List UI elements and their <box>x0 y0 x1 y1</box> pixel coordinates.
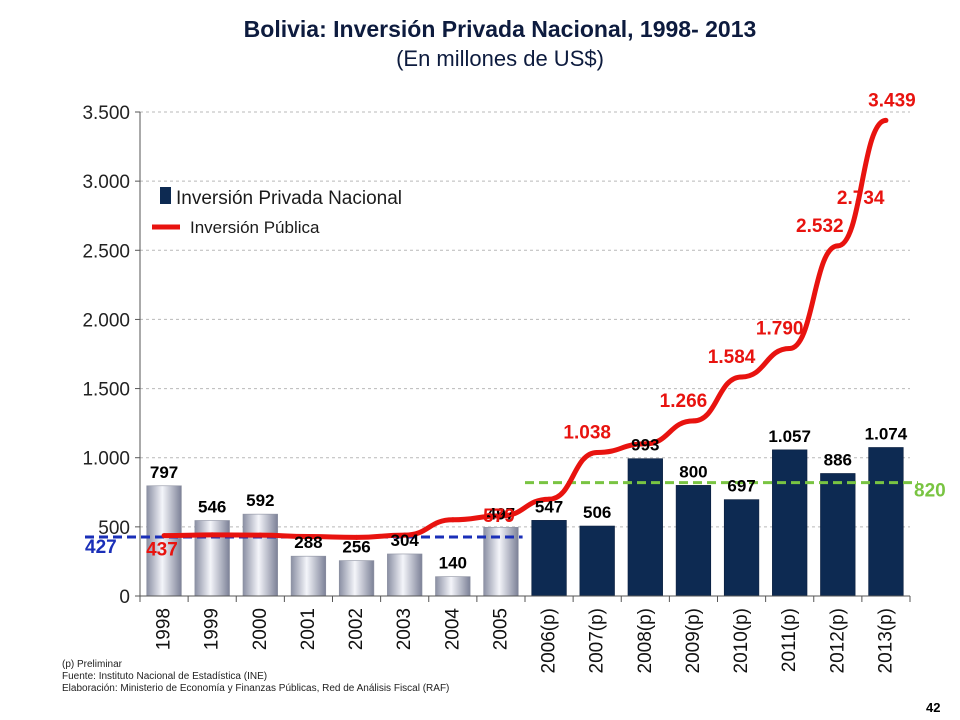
bar-value-label: 697 <box>727 477 755 496</box>
x-tick-label: 2004 <box>442 608 463 651</box>
line-point <box>594 449 600 455</box>
line-point <box>354 534 360 540</box>
line-point <box>690 418 696 424</box>
bar <box>675 485 712 597</box>
bar-value-label: 497 <box>487 504 515 523</box>
line-value-label: 2.532 <box>796 216 844 237</box>
legend-label-public: Inversión Pública <box>190 218 320 237</box>
y-tick-label: 500 <box>98 518 130 539</box>
x-tick-label: 2002 <box>346 608 367 650</box>
line-value-label: 1.038 <box>563 422 611 443</box>
footnote-source: Fuente: Instituto Nacional de Estadístic… <box>62 671 268 682</box>
line-value-label: 579 <box>483 506 515 527</box>
bar-value-label: 546 <box>198 497 226 516</box>
x-tick-label: 2000 <box>250 608 271 650</box>
bar <box>579 525 615 597</box>
line-value-label: 2.734 <box>837 188 885 209</box>
y-tick-label: 3.500 <box>82 103 130 124</box>
x-tick-label: 2003 <box>394 608 415 650</box>
line-point <box>257 532 263 538</box>
bar <box>338 560 375 597</box>
x-tick-label: 1998 <box>154 608 175 650</box>
bar <box>387 553 423 597</box>
footnote-preliminary: (p) Preliminar <box>62 659 123 670</box>
bar <box>772 449 808 597</box>
x-tick-label: 2005 <box>490 608 511 650</box>
x-tick-label: 2001 <box>298 608 319 650</box>
line-value-label: 3.439 <box>868 90 916 111</box>
bar-value-label: 547 <box>535 497 563 516</box>
page-number: 42 <box>926 700 941 715</box>
y-tick-label: 1.000 <box>82 449 130 470</box>
line-point <box>739 374 745 380</box>
x-tick-label: 2006(p) <box>539 608 560 674</box>
line-point <box>835 243 841 249</box>
bar <box>531 520 567 597</box>
bar <box>483 526 519 597</box>
bar-value-label: 1.057 <box>768 427 811 446</box>
x-tick-label: 2012(p) <box>827 608 848 674</box>
bar <box>146 485 182 597</box>
line-point <box>787 345 793 351</box>
line-point <box>883 117 889 123</box>
bar-value-label: 592 <box>246 491 274 510</box>
bar-value-label: 993 <box>631 436 659 455</box>
series-line-inversion-publica <box>164 117 887 540</box>
bar <box>242 513 278 597</box>
bar-value-label: 304 <box>391 531 420 550</box>
chart-title: Bolivia: Inversión Privada Nacional, 199… <box>243 16 757 42</box>
x-tick-label: 2010(p) <box>731 608 752 674</box>
y-tick-label: 1.500 <box>82 380 130 401</box>
legend: Inversión Privada Nacional Inversión Púb… <box>152 187 402 237</box>
bar-value-label: 140 <box>439 554 467 573</box>
label-layer: 797 546 592 288 256 304 140 497 547 506 993 800 697 1… <box>85 90 946 572</box>
line-point <box>642 441 648 447</box>
bar <box>194 520 230 597</box>
axis-layer: 0 500 1.000 1.500 2.000 2.500 3.000 3.500 1998 19… <box>82 103 911 674</box>
reference-line-label: 820 <box>914 481 946 502</box>
bar-value-label: 506 <box>583 503 611 522</box>
reference-line-label: 427 <box>85 537 117 558</box>
bar-value-label: 288 <box>294 533 322 552</box>
x-tick-label: 2013(p) <box>875 608 896 674</box>
bar <box>723 499 760 597</box>
footnote-elaboration: Elaboración: Ministerio de Economía y Fi… <box>62 683 450 694</box>
bar <box>868 447 904 597</box>
y-tick-label: 0 <box>119 587 130 608</box>
bar-value-label: 800 <box>679 462 707 481</box>
y-tick-label: 2.000 <box>82 310 130 331</box>
line-layer <box>161 117 889 540</box>
x-tick-label: 2011(p) <box>779 608 800 672</box>
bar-value-label: 886 <box>824 450 852 469</box>
y-tick-label: 2.500 <box>82 241 130 262</box>
bar-value-label: 797 <box>150 463 178 482</box>
line-value-label: 437 <box>146 540 178 561</box>
x-tick-label: 2007(p) <box>587 608 608 674</box>
line-value-label: 1.266 <box>660 391 708 412</box>
line-point <box>498 513 504 519</box>
line-point <box>305 534 311 540</box>
bar-layer <box>146 447 904 597</box>
x-tick-label: 1999 <box>202 608 223 650</box>
legend-label-private: Inversión Privada Nacional <box>176 188 402 209</box>
line-value-label: 1.790 <box>756 318 804 339</box>
x-tick-label: 2009(p) <box>683 608 704 674</box>
bar-value-label: 1.074 <box>865 424 908 443</box>
y-tick-label: 3.000 <box>82 172 130 193</box>
chart-subtitle: (En millones de US$) <box>396 46 604 71</box>
bar <box>820 473 856 597</box>
x-tick-label: 2008(p) <box>635 608 656 674</box>
line-point <box>402 532 408 538</box>
legend-swatch-private <box>160 187 171 204</box>
bar <box>435 576 471 597</box>
bar-value-label: 256 <box>342 538 370 557</box>
line-point <box>546 496 552 502</box>
bar <box>627 458 663 597</box>
line-point <box>161 533 167 539</box>
line-value-label: 1.584 <box>708 347 756 368</box>
line-point <box>209 532 215 538</box>
line-point <box>450 517 456 523</box>
bar <box>290 555 327 597</box>
